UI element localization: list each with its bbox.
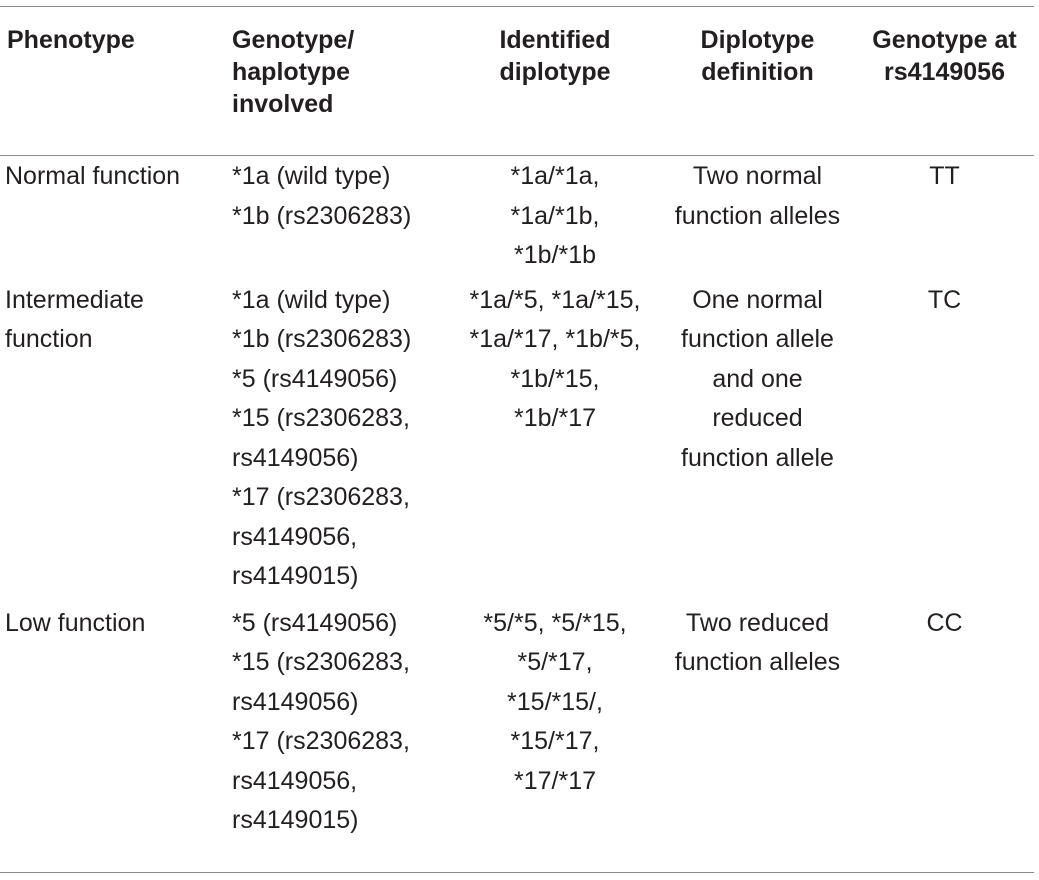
table-top-rule (0, 6, 1034, 7)
cell-diplotype: *5/*5, *5/*15, *5/*17, *15/*15/, *15/*17… (483, 608, 627, 795)
cell-rs4149056: TT (929, 162, 960, 190)
cell-diplotype: *1a/*5, *1a/*15, *1a/*17, *1b/*5, *1b/*1… (469, 285, 641, 433)
cell-rs4149056: CC (926, 608, 963, 637)
header-identified-diplotype: Identified diplotype (499, 26, 611, 86)
cell-genotype: *1a (wild type) *1b (rs2306283) *5 (rs41… (232, 285, 412, 591)
header-row: Phenotype Genotype/ haplotype involved I… (0, 8, 1034, 139)
table-row: Low function *5 (rs4149056) *15 (rs23062… (0, 599, 1034, 841)
cell-phenotype: Low function (5, 608, 146, 637)
cell-definition: One normal function allele and one reduc… (681, 285, 834, 472)
header-phenotype: Phenotype (7, 26, 135, 54)
header-genotype-rs4149056: Genotype at rs4149056 (872, 26, 1017, 86)
table-header: Phenotype Genotype/ haplotype involved I… (0, 8, 1034, 139)
cell-phenotype: Intermediate function (5, 285, 144, 354)
header-genotype-haplotype: Genotype/ haplotype involved (232, 26, 355, 118)
table-row: Normal function *1a (wild type) *1b (rs2… (0, 139, 1034, 276)
cell-definition: Two reduced function alleles (674, 608, 841, 677)
cell-phenotype: Normal function (5, 162, 181, 190)
header-diplotype-definition: Diplotype definition (700, 26, 815, 86)
cell-definition: Two normal function alleles (674, 162, 841, 230)
table-bottom-rule (0, 872, 1034, 873)
table-header-rule (0, 155, 1034, 156)
cell-diplotype: *1a/*1a, *1a/*1b, *1b/*1b (510, 162, 600, 269)
table-row: Intermediate function *1a (wild type) *1… (0, 276, 1034, 599)
cell-genotype: *1a (wild type) *1b (rs2306283) (232, 162, 412, 230)
table-body: Normal function *1a (wild type) *1b (rs2… (0, 139, 1034, 841)
diplotype-table: Phenotype Genotype/ haplotype involved I… (0, 8, 1034, 841)
cell-rs4149056: TC (927, 285, 962, 314)
cell-genotype: *5 (rs4149056) *15 (rs2306283, rs4149056… (232, 608, 410, 835)
